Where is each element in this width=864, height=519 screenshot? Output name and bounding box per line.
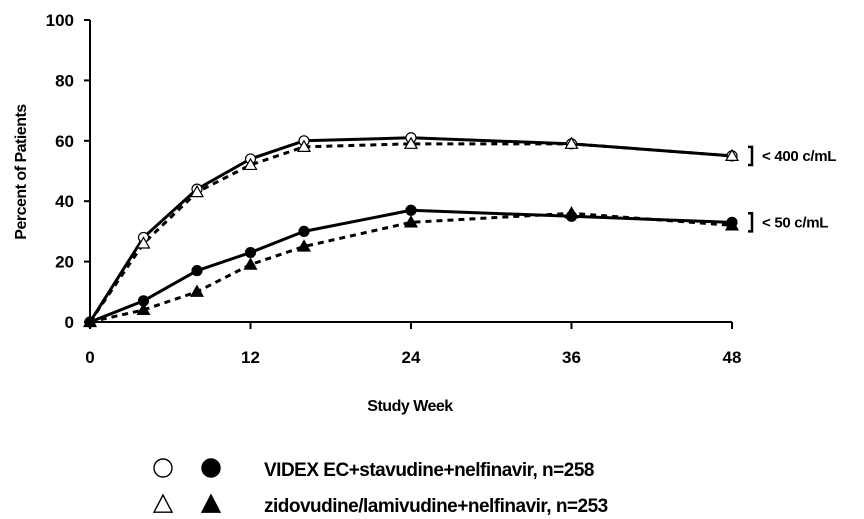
series-line-2	[89, 208, 733, 324]
legend-marker-triangle-open	[152, 493, 174, 513]
x-tick-label: 36	[562, 348, 581, 367]
series-3-point	[403, 215, 419, 228]
y-axis-title: Percent of Patients	[13, 104, 30, 240]
series-2-point	[191, 265, 203, 277]
legend: VIDEX EC+stavudine+nelfinavir, n=258 zido…	[152, 458, 608, 517]
series-2-point	[298, 225, 310, 237]
series-2-point	[405, 204, 417, 216]
x-tick-label: 48	[723, 348, 742, 367]
legend-marker-circle-filled	[201, 458, 221, 478]
y-tick-label: 60	[55, 132, 74, 151]
y-tick-label: 40	[55, 192, 74, 211]
series-3-point	[136, 302, 151, 316]
series-1-point	[403, 136, 419, 149]
bracket-1	[748, 212, 754, 233]
series-1-point	[189, 184, 205, 198]
legend-marker-triangle-filled	[200, 493, 222, 513]
series-3-point	[564, 206, 579, 219]
y-tick-label: 100	[46, 11, 74, 30]
x-tick-label: 24	[402, 348, 421, 367]
series-1-point	[136, 236, 151, 249]
legend-label-0: VIDEX EC+stavudine+nelfinavir, n=258	[264, 460, 594, 481]
series-line-3	[89, 211, 733, 324]
series-line-0	[88, 136, 733, 323]
series-3-point	[243, 257, 258, 270]
series-3-point	[724, 218, 740, 231]
series-1-point	[564, 136, 579, 149]
annotation-label-1: < 50 c/mL	[762, 214, 828, 231]
axes: 0 20 40 60 80 100 0 12 24 36 48	[46, 11, 742, 367]
series-line-1	[88, 142, 733, 323]
x-tick-label: 12	[241, 348, 260, 367]
bracket-0	[748, 145, 754, 167]
y-tick-label: 80	[55, 71, 74, 90]
annotation-label-0: < 400 c/mL	[762, 148, 836, 165]
x-tick-label: 0	[85, 348, 94, 367]
y-tick-label: 0	[65, 313, 74, 332]
legend-marker-circle-open	[153, 458, 173, 478]
series-1-point	[243, 157, 258, 171]
series-3-point	[296, 239, 312, 252]
origin-point	[82, 314, 98, 328]
series-1-point	[296, 139, 312, 152]
legend-label-1: zidovudine/lamivudine+nelfinavir, n=253	[264, 496, 608, 517]
y-tick-label: 20	[55, 253, 74, 272]
series-3-point	[189, 284, 205, 297]
x-axis-title: Study Week	[367, 398, 453, 415]
annotations: < 400 c/mL < 50 c/mL	[748, 145, 837, 233]
series-1-point	[724, 148, 740, 161]
plot-area	[82, 132, 740, 328]
series-2-point	[244, 246, 257, 259]
